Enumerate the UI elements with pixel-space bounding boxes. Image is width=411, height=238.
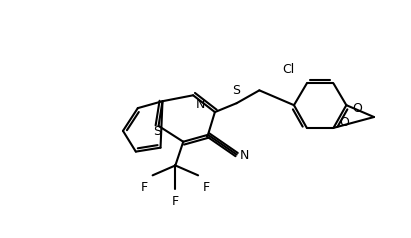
Text: N: N	[196, 98, 206, 111]
Text: S: S	[232, 84, 240, 97]
Text: F: F	[203, 181, 210, 194]
Text: F: F	[141, 181, 148, 194]
Text: O: O	[352, 102, 362, 115]
Text: N: N	[240, 149, 249, 162]
Text: O: O	[339, 116, 349, 129]
Text: S: S	[154, 125, 162, 138]
Text: Cl: Cl	[283, 63, 295, 75]
Text: F: F	[172, 195, 179, 208]
